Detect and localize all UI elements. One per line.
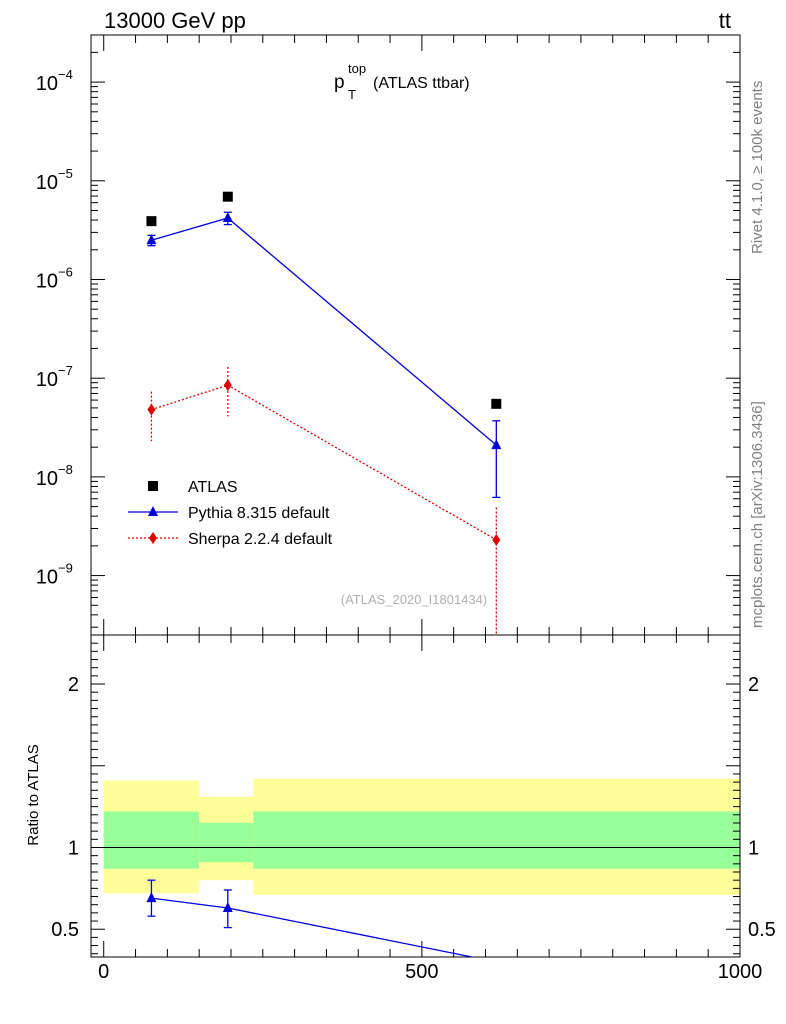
pythia-data-point [491,439,502,450]
pythia-data-point [146,234,157,245]
legend-atlas-marker [148,481,158,491]
plot-title: p [334,72,345,93]
rivet-version-label: Rivet 4.1.0, ≥ 100k events [749,81,766,254]
ratio-y-tick-label-right: 2 [748,674,759,696]
legend-sherpa-label: Sherpa 2.2.4 default [188,531,333,548]
main-y-tick-exponent: −9 [58,561,73,576]
main-y-tick-exponent: −5 [58,166,73,181]
legend-pythia-marker [148,506,158,516]
legend-sherpa-marker [149,532,157,544]
legend-atlas-label: ATLAS [188,479,238,496]
main-y-tick-label: 10 [36,73,58,95]
ratio-y-axis-label: Ratio to ATLAS [25,744,42,845]
plot-title-superscript: top [348,61,366,76]
pythia-ratio-line [151,897,473,958]
ratio-inner-band [253,811,740,869]
ratio-y-tick-label-left: 2 [68,674,79,696]
pythia-ratio-point [146,892,157,903]
atlas-data-point [146,216,157,227]
plot-title-subscript: T [348,87,356,102]
analysis-watermark: (ATLAS_2020_I1801434) [341,592,487,607]
ratio-inner-band [199,822,254,863]
x-axis-ticks: 0 500 1000 [98,35,762,983]
pythia-data-point [222,211,233,222]
atlas-data-point [222,191,233,202]
ratio-inner-band [103,811,200,869]
mcplots-label: mcplots.cern.ch [arXiv:1306.3436] [749,401,766,628]
pythia-ratio-point [222,901,233,912]
sherpa-data-point [492,533,501,546]
sherpa-data-point [147,403,156,416]
atlas-data-point [491,398,502,409]
main-y-tick-exponent: −4 [58,67,73,82]
process-bar: ¯ [720,0,733,19]
main-y-tick-label: 10 [36,369,58,391]
ratio-y-tick-label-right: 0.5 [748,919,776,941]
ratio-y-axis-ticks: 0.5 0.5 1 1 2 2 [51,634,776,955]
main-y-tick-label: 10 [36,172,58,194]
main-y-tick-exponent: −7 [58,363,73,378]
main-y-tick-exponent: −8 [58,462,73,477]
ratio-y-tick-label-left: 1 [68,837,79,859]
sherpa-data-point [223,379,232,392]
ratio-uncertainty-bands [103,778,740,895]
legend: ATLAS Pythia 8.315 default Sherpa 2.2.4 … [128,479,333,548]
process-label: tt [719,8,731,33]
ratio-plot-frame [90,634,741,958]
plot-title-rest: (ATLAS ttbar) [373,75,470,92]
main-y-tick-label: 10 [36,468,58,490]
energy-label: 13000 GeV pp [104,8,246,33]
x-tick-label: 500 [405,961,438,983]
x-tick-label: 1000 [718,961,763,983]
ratio-y-tick-label-right: 1 [748,837,759,859]
main-y-tick-label: 10 [36,567,58,589]
legend-pythia-label: Pythia 8.315 default [188,505,330,522]
ratio-plot-series [146,879,473,958]
main-y-tick-label: 10 [36,270,58,292]
pythia-line [151,217,497,446]
main-y-tick-exponent: −6 [58,264,73,279]
x-tick-label: 0 [98,961,109,983]
main-plot-series [146,191,502,635]
ratio-y-tick-label-left: 0.5 [51,919,79,941]
main-y-axis-ticks: 10−910−810−710−610−510−4 [36,34,740,628]
